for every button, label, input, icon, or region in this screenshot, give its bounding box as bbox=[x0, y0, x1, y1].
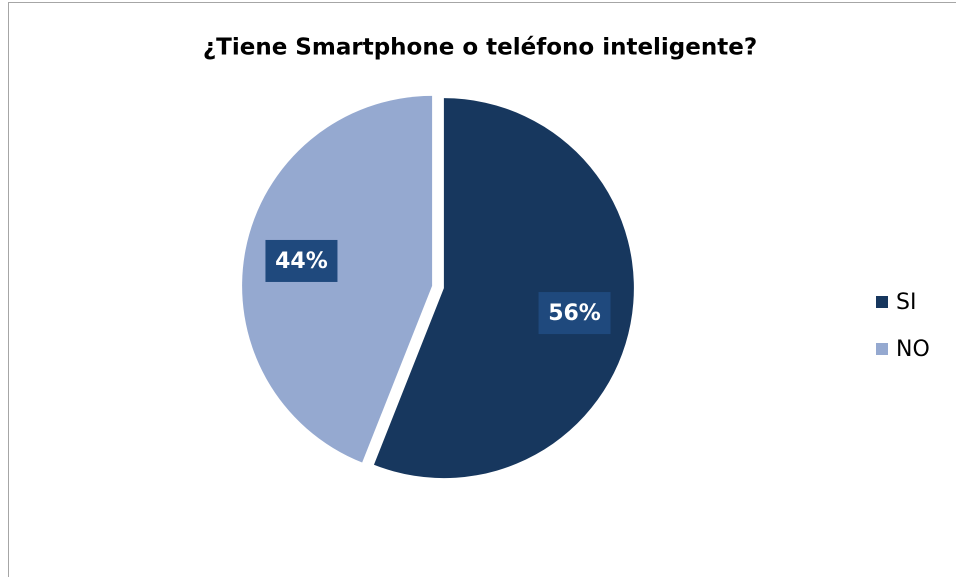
legend-swatch bbox=[876, 343, 888, 355]
data-label: 56% bbox=[548, 301, 601, 326]
chart-title: ¿Tiene Smartphone o teléfono inteligente… bbox=[203, 35, 757, 61]
legend-label: SI bbox=[896, 290, 916, 315]
legend-label: NO bbox=[896, 337, 930, 362]
legend-swatch bbox=[876, 296, 888, 308]
data-label-box bbox=[265, 239, 338, 282]
data-label: 44% bbox=[275, 249, 328, 274]
pie-slice bbox=[373, 98, 634, 479]
data-label-box bbox=[538, 292, 611, 335]
